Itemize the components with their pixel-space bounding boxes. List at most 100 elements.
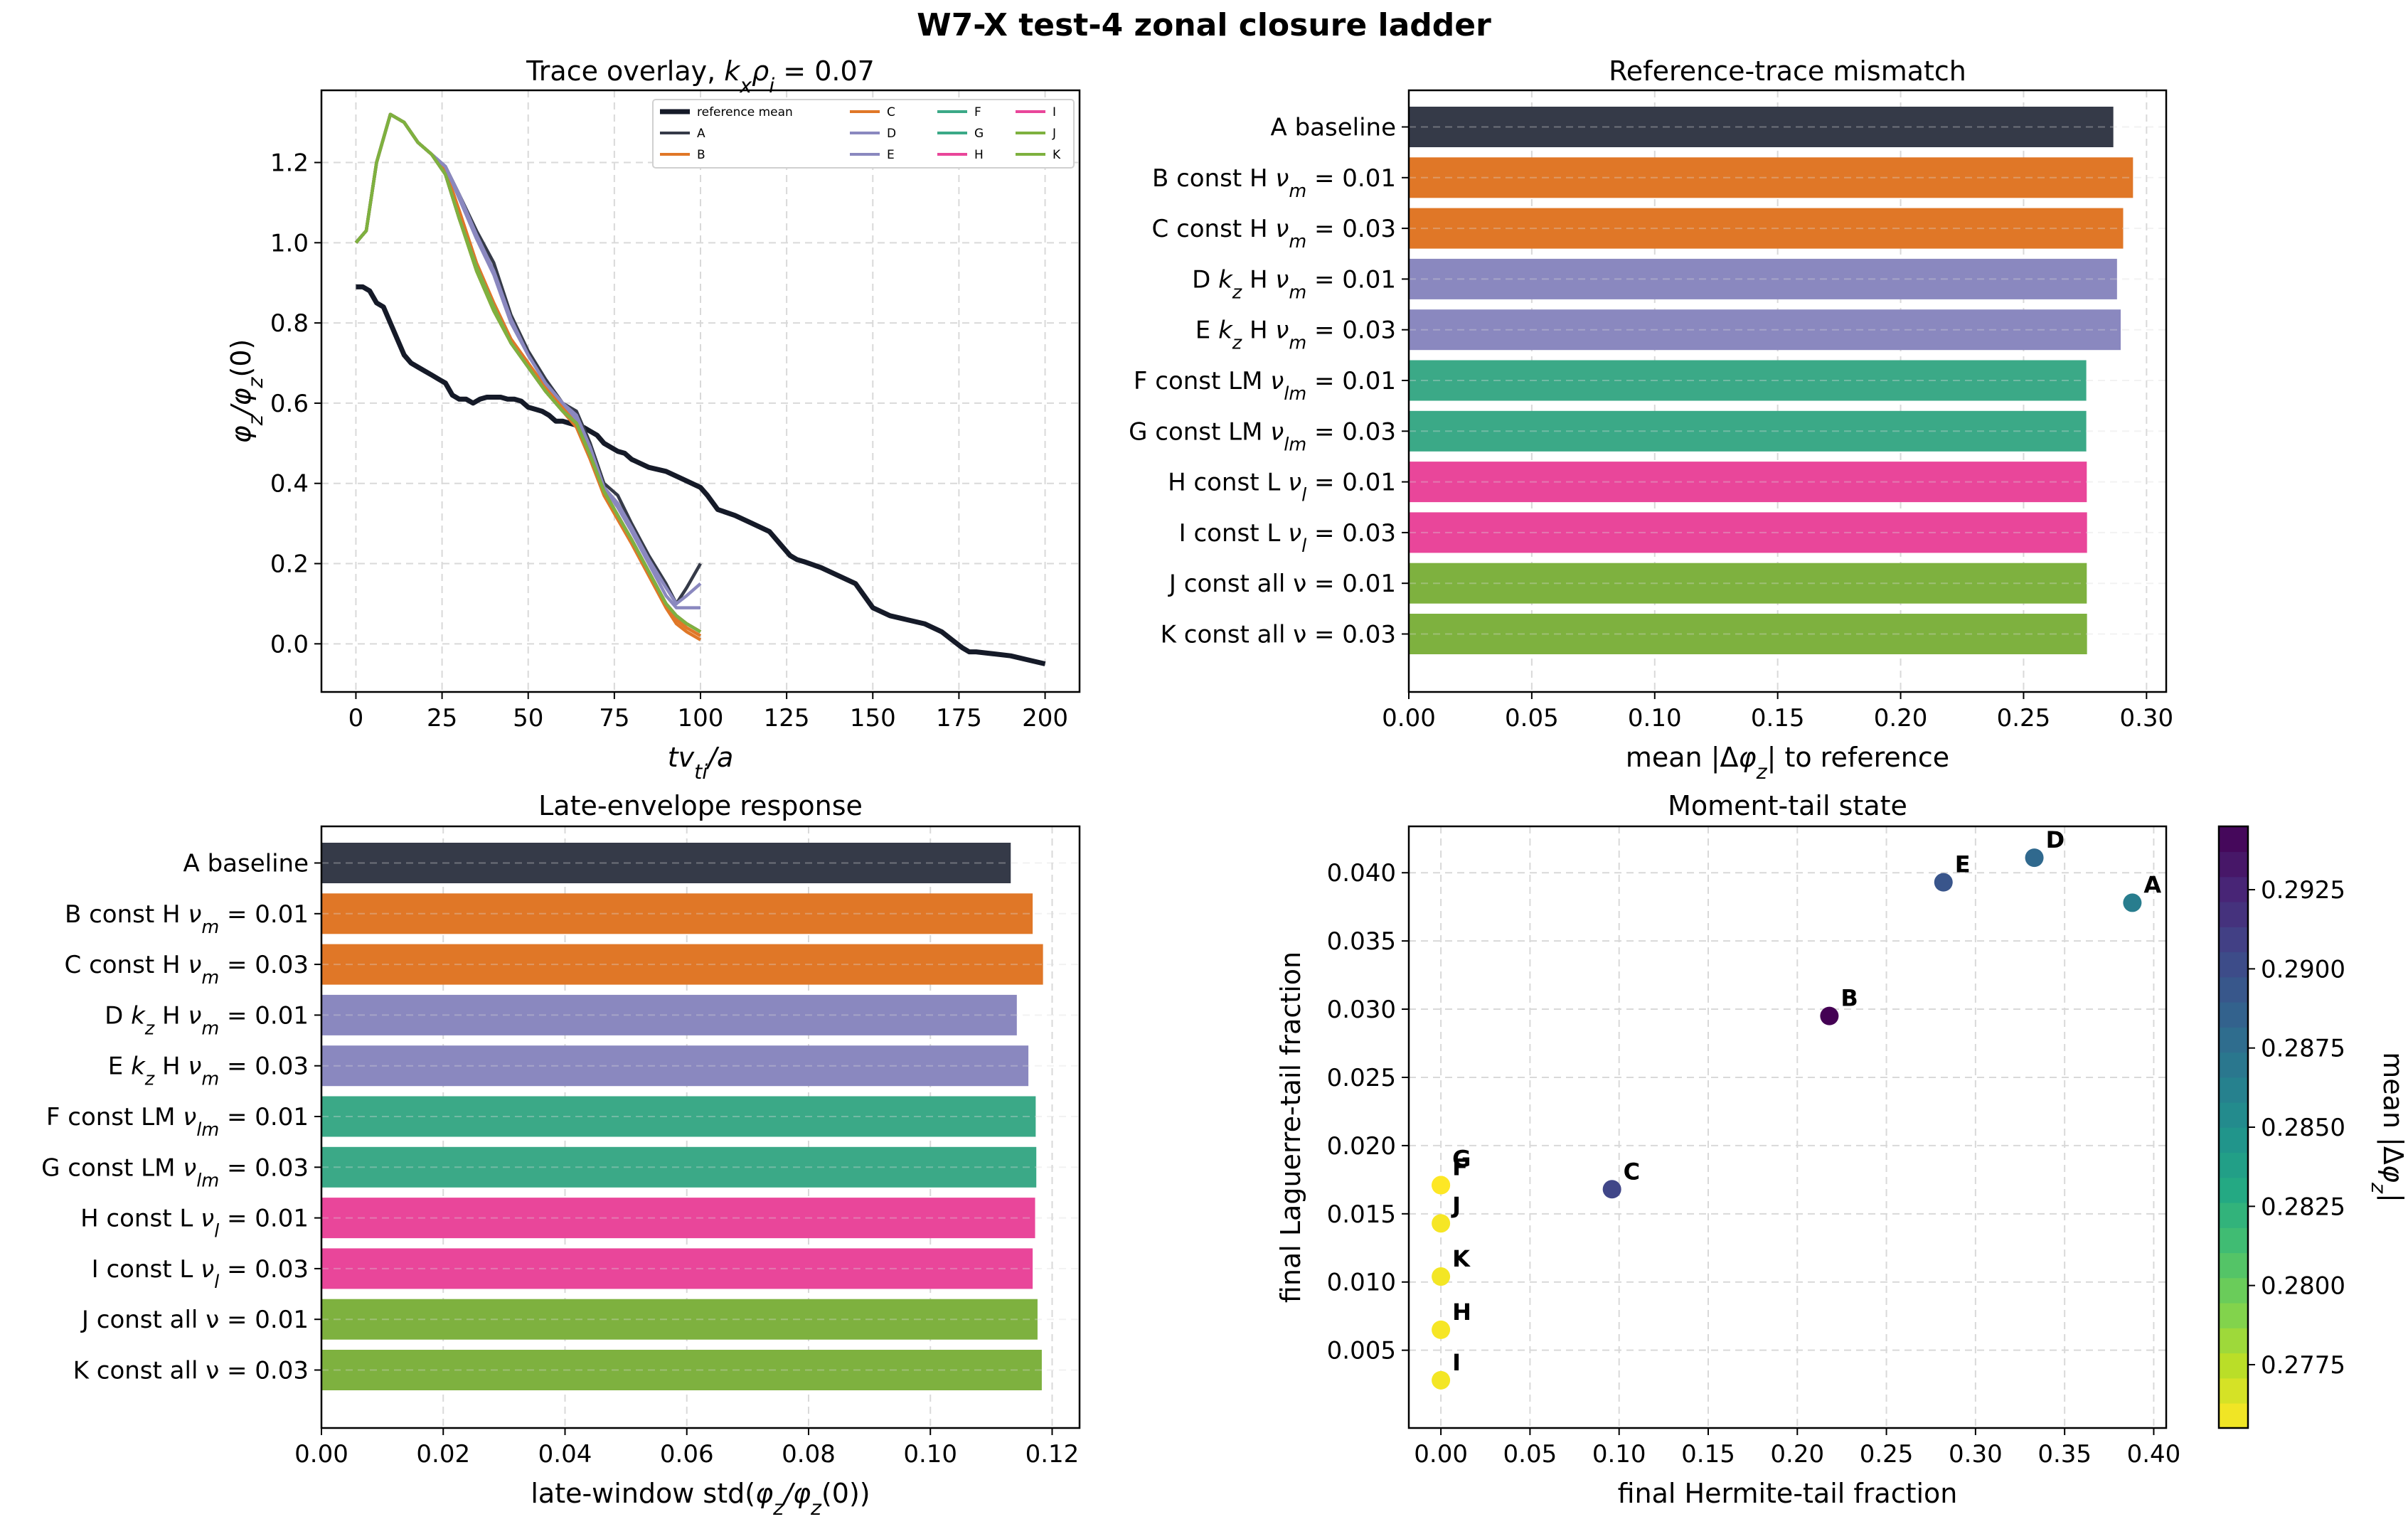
legend-label-A: A <box>697 127 705 141</box>
category-label-H: H const L νl = 0.01 <box>80 1205 309 1242</box>
x-axis-label: mean |Δφz| to reference <box>1626 742 1949 784</box>
colorbar-segment <box>2219 1177 2248 1203</box>
y-tick-label: 0.2 <box>270 550 309 579</box>
legend-label-H: H <box>974 148 984 162</box>
legend-label-E: E <box>887 148 895 162</box>
colorbar-tick-label: 0.2875 <box>2261 1035 2345 1063</box>
x-tick-label: 0.25 <box>1860 1440 1914 1469</box>
colorbar-segment <box>2219 1027 2248 1053</box>
x-tick-label: 125 <box>764 704 810 732</box>
plot-frame <box>1407 825 2168 1429</box>
bar-G <box>1409 410 2087 452</box>
moment-tail-panel: A B C D E FG HI JK 0.00 0.05 0.10 0.15 0.20 0.25 0.30 0… <box>1275 790 2180 1509</box>
scatter-point-A <box>2123 893 2142 912</box>
scatter-point-I <box>1432 1370 1451 1390</box>
bar-C <box>321 944 1043 985</box>
legend-label-C: C <box>887 105 895 119</box>
bar-B <box>1409 157 2133 198</box>
x-tick-label: 0 <box>348 704 364 732</box>
x-tick-label: 0.10 <box>1592 1440 1646 1469</box>
point-label-F: F <box>1452 1154 1468 1181</box>
legend-label-J: J <box>1052 127 1056 141</box>
series-line-K <box>354 112 702 634</box>
legend-label-K: K <box>1053 148 1061 162</box>
colorbar-segment <box>2219 1378 2248 1404</box>
scatter-point-C <box>1602 1180 1621 1199</box>
point-label-D: D <box>2046 826 2065 853</box>
bar-A <box>321 843 1011 883</box>
x-tick-label: 100 <box>678 704 724 732</box>
point-label-I: I <box>1452 1349 1461 1376</box>
y-tick-label: 0.6 <box>270 390 309 418</box>
x-tick-label: 0.08 <box>782 1440 836 1469</box>
point-label-G: G <box>1452 1146 1471 1173</box>
plot-frame <box>320 825 1081 1429</box>
bar-G <box>321 1146 1037 1188</box>
colorbar-segment <box>2219 952 2248 978</box>
category-label-A: A baseline <box>1271 114 1396 142</box>
x-tick-label: 50 <box>513 704 543 732</box>
x-tick-label: 150 <box>850 704 896 732</box>
category-label-I: I const L νl = 0.03 <box>92 1255 309 1293</box>
colorbar-segment <box>2219 1252 2248 1279</box>
x-tick-label: 0.30 <box>1949 1440 2003 1469</box>
mismatch-panel: A baseline B const H νm = 0.01 C const H ν… <box>1129 55 2173 784</box>
colorbar-segment <box>2219 927 2248 953</box>
x-axis-label: tvti/a <box>668 742 734 784</box>
colorbar-segment <box>2219 901 2248 927</box>
category-label-I: I const L νl = 0.03 <box>1179 519 1396 557</box>
bar-E <box>1409 309 2121 351</box>
x-tick-label: 0.25 <box>1997 704 2051 732</box>
scatter-point-D <box>2025 848 2044 868</box>
bar-C <box>1409 208 2124 249</box>
category-label-K: K const all ν = 0.03 <box>73 1357 309 1385</box>
bar-H <box>321 1198 1035 1239</box>
colorbar: 0.2775 0.2800 0.2825 0.2850 0.2875 0.2900 0.29… <box>2217 825 2408 1429</box>
x-tick-label: 0.15 <box>1751 704 1805 732</box>
category-label-F: F const LM νlm = 0.01 <box>46 1103 309 1141</box>
point-label-J: J <box>1451 1192 1461 1219</box>
bar-E <box>321 1045 1029 1087</box>
y-tick-label: 0.040 <box>1327 859 1396 888</box>
x-tick-label: 0.05 <box>1503 1440 1557 1469</box>
scatter-point-J <box>1432 1214 1451 1233</box>
colorbar-segment <box>2219 1202 2248 1228</box>
colorbar-segment <box>2219 1001 2248 1028</box>
scatter-point-E <box>1934 873 1953 892</box>
panel-title: Trace overlay, kxρi = 0.07 <box>526 55 875 97</box>
category-label-D: D kz H νm = 0.01 <box>105 1001 309 1039</box>
legend-label-reference: reference mean <box>697 105 793 119</box>
bar-K <box>321 1350 1042 1390</box>
trace-overlay-panel: 0 25 50 75 100 125 150 175 200 0.0 0.2 0.4 0.6 0.8 1.0… <box>225 55 1081 784</box>
y-tick-label: 0.4 <box>270 470 309 499</box>
category-label-D: D kz H νm = 0.01 <box>1192 265 1396 303</box>
colorbar-tick-label: 0.2800 <box>2261 1272 2345 1301</box>
colorbar-tick-label: 0.2775 <box>2261 1351 2345 1380</box>
category-label-A: A baseline <box>183 850 309 878</box>
category-label-J: J const all ν = 0.01 <box>1168 570 1396 598</box>
y-tick-label: 0.8 <box>270 309 309 338</box>
bar-D <box>1409 258 2117 299</box>
scatter-point-B <box>1820 1006 1839 1025</box>
category-label-E: E kz H νm = 0.03 <box>1195 316 1396 354</box>
bar-I <box>1409 512 2087 553</box>
late-envelope-panel: A baseline B const H νm = 0.01 C const H ν… <box>41 790 1081 1520</box>
y-tick-label: 0.005 <box>1327 1337 1396 1365</box>
category-label-F: F const LM νlm = 0.01 <box>1134 367 1396 405</box>
bar-H <box>1409 462 2087 503</box>
category-label-C: C const H νm = 0.03 <box>1152 215 1396 252</box>
x-tick-label: 0.35 <box>2037 1440 2092 1469</box>
x-tick-label: 0.10 <box>1628 704 1682 732</box>
y-tick-label: 0.010 <box>1327 1269 1396 1297</box>
y-tick-label: 0.020 <box>1327 1132 1396 1161</box>
point-label-A: A <box>2143 871 2161 898</box>
panel-title: Moment-tail state <box>1668 790 1907 821</box>
colorbar-segment <box>2219 851 2248 878</box>
x-tick-label: 0.05 <box>1505 704 1559 732</box>
scatter-point-G <box>1432 1176 1451 1195</box>
bar-J <box>321 1299 1038 1340</box>
category-label-C: C const H νm = 0.03 <box>65 951 309 989</box>
colorbar-segment <box>2219 1402 2248 1429</box>
point-label-E: E <box>1955 851 1971 878</box>
y-tick-label: 0.025 <box>1327 1064 1396 1092</box>
